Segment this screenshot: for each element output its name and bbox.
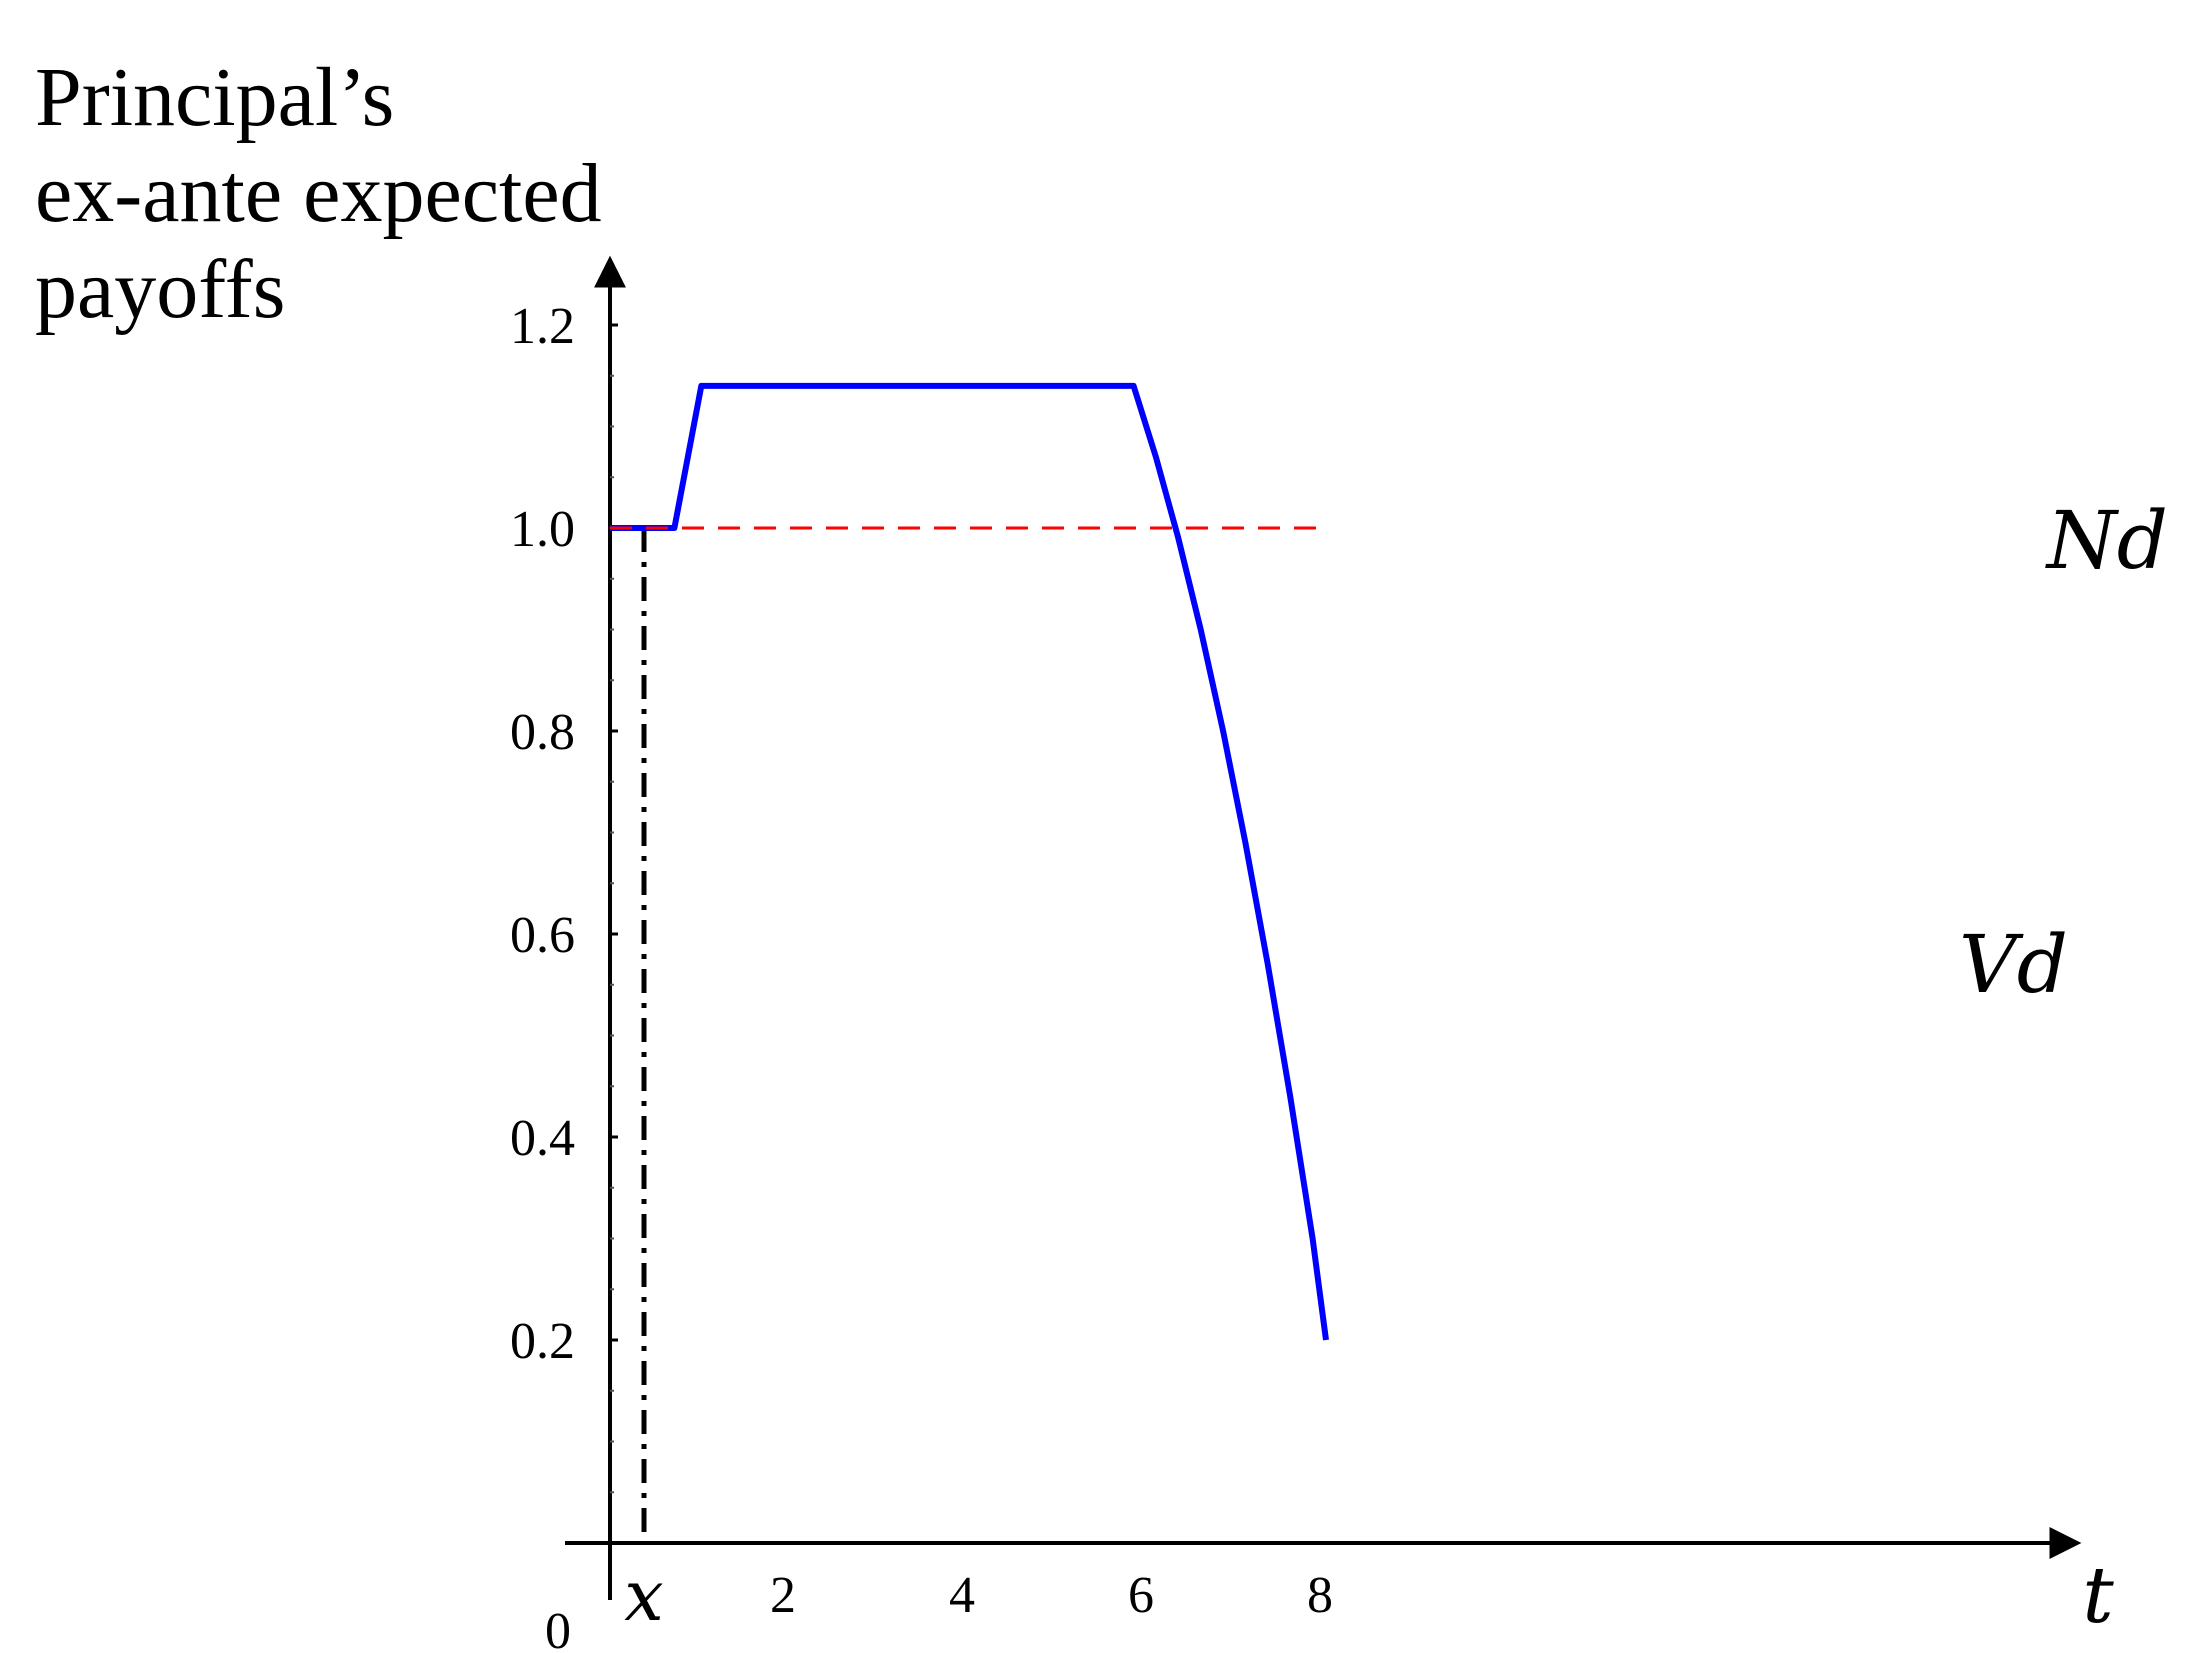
y-tick-label: 0.4 (510, 1110, 575, 1167)
x-tick-label: 2 (770, 1567, 796, 1624)
x-tick-label: 6 (1128, 1567, 1154, 1624)
y-tick-label: 0.6 (510, 907, 575, 964)
x-marker-label: x (624, 1555, 663, 1637)
y-axis-label-line: ex-ante expected (35, 147, 602, 240)
series-label-nd: Nd (2045, 494, 2168, 587)
series-vd-line (610, 382, 1329, 1341)
y-axis-label-line: Principal’s (35, 51, 394, 144)
origin-label: 0 (545, 1603, 571, 1653)
y-tick-label: 0.8 (510, 704, 575, 761)
y-axis-label-line: payoffs (35, 243, 285, 336)
x-tick-label: 4 (949, 1567, 975, 1624)
y-tick-label: 0.2 (510, 1313, 575, 1370)
x-axis-label: t (2082, 1551, 2114, 1641)
y-tick-label: 1.2 (510, 298, 575, 355)
x-tick-label: 8 (1307, 1567, 1333, 1624)
series-label-vd: Vd (1959, 918, 2068, 1011)
y-tick-label: 1.0 (510, 501, 575, 558)
